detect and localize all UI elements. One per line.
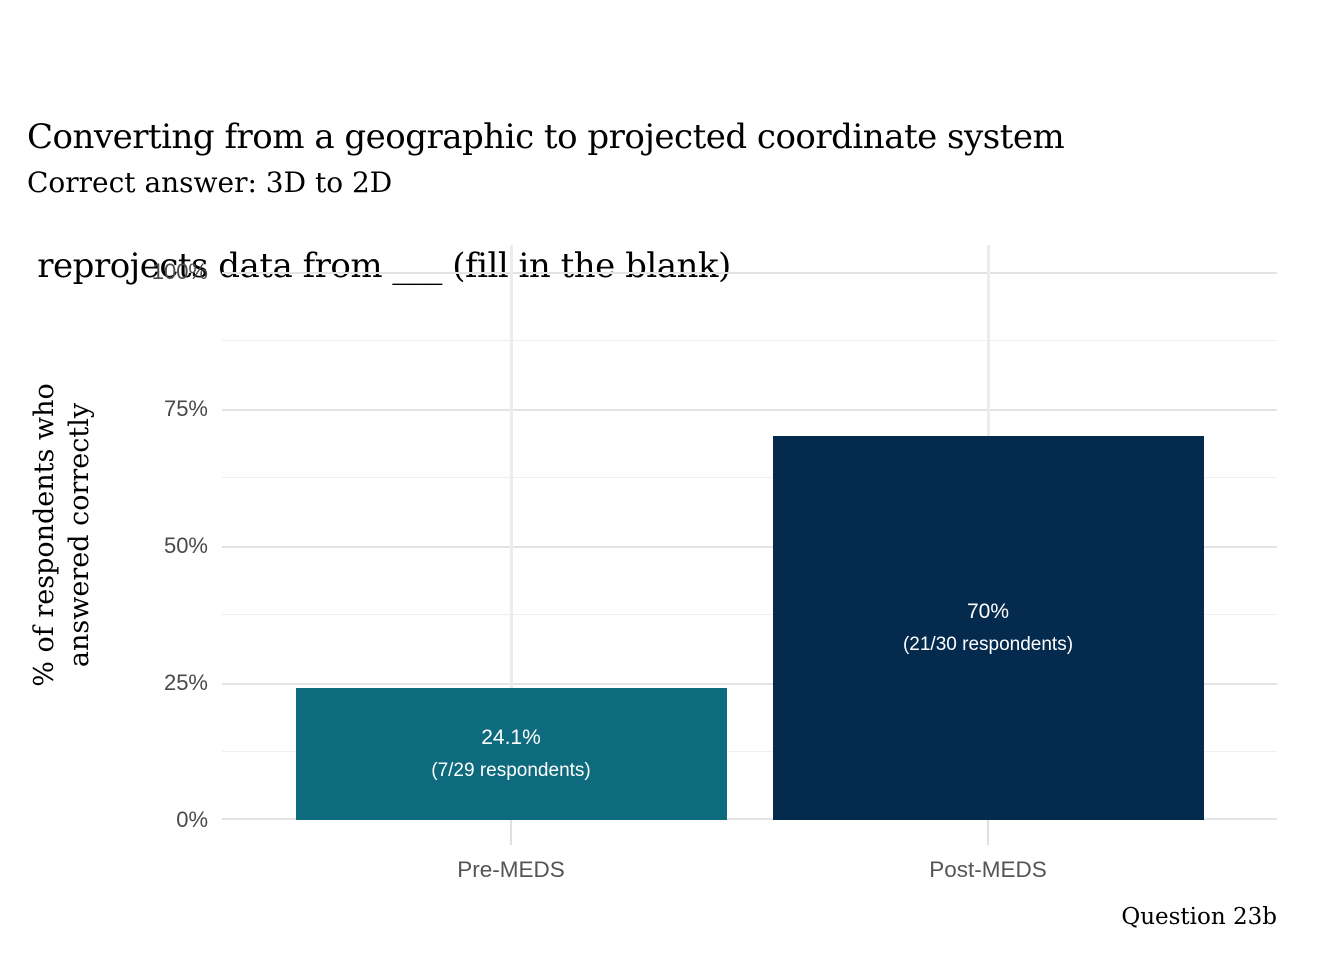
y-tick-label: 100% xyxy=(151,259,208,284)
bar-count-label: (7/29 respondents) xyxy=(431,759,591,781)
chart-title-line1: Converting from a geographic to projecte… xyxy=(27,117,1065,157)
plot-area: 24.1% (7/29 respondents) 70% (21/30 respond… xyxy=(222,245,1277,820)
bar-post-meds: 70% (21/30 respondents) xyxy=(772,436,1204,820)
minor-gridline xyxy=(222,476,1277,479)
minor-gridline xyxy=(222,750,1277,753)
bar-value-label: 24.1% xyxy=(481,725,541,749)
major-gridline xyxy=(222,818,1277,820)
major-gridline xyxy=(222,409,1277,411)
major-gridline xyxy=(222,683,1277,685)
x-tick-mark xyxy=(987,820,989,845)
chart-subtitle: Correct answer: 3D to 2D xyxy=(27,166,393,199)
vertical-gridline xyxy=(509,245,513,820)
x-category-label: Pre-MEDS xyxy=(457,857,565,882)
y-tick-label: 25% xyxy=(163,670,208,695)
major-gridline xyxy=(222,272,1277,274)
minor-gridline xyxy=(222,339,1277,342)
bar-count-label: (21/30 respondents) xyxy=(902,634,1074,656)
bar-pre-meds: 24.1% (7/29 respondents) xyxy=(295,687,727,820)
y-tick-label: 75% xyxy=(163,396,208,421)
chart-caption: Question 23b xyxy=(1121,904,1277,930)
chart-title-line2: reprojects data from ___ (fill in the bl… xyxy=(27,246,731,286)
chart-title: Converting from a geographic to projecte… xyxy=(27,30,1065,374)
x-category-label: Post-MEDS xyxy=(929,857,1047,882)
minor-gridline xyxy=(222,613,1277,616)
major-gridline xyxy=(222,546,1277,548)
bar-value-label: 70% xyxy=(966,600,1010,624)
y-tick-label: 0% xyxy=(176,807,208,832)
x-tick-mark xyxy=(510,820,512,845)
y-tick-label: 50% xyxy=(163,533,208,558)
